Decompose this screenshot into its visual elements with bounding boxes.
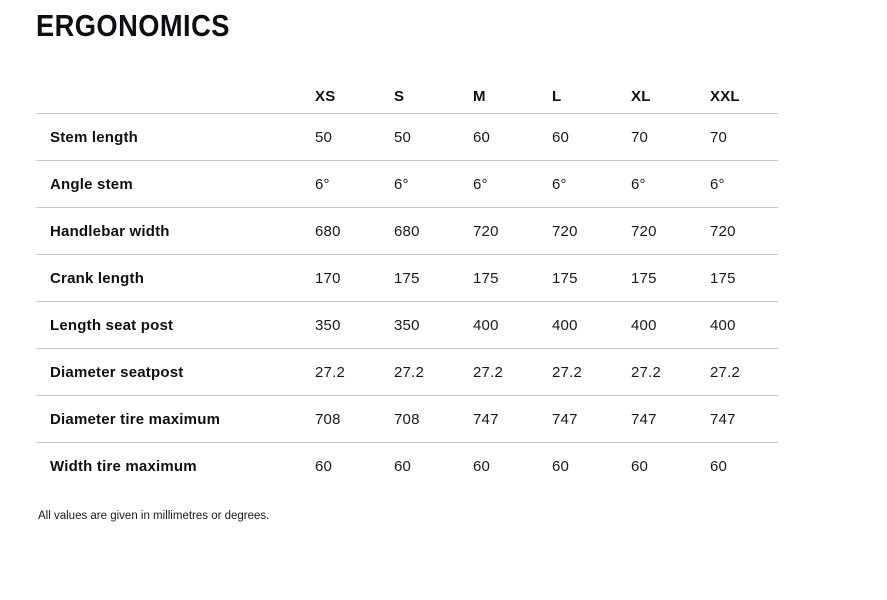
cell-value: 60 [552,457,570,475]
table-row-handlebar-width: Handlebar width 680 680 720 720 720 720 [36,207,778,254]
row-label: Length seat post [50,316,174,334]
row-label: Crank length [50,269,145,287]
cell-value: 6° [315,175,330,193]
table-header-row: XS S M L XL XXL [36,79,778,113]
row-label: Diameter tire maximum [50,410,221,428]
cell-value: 400 [631,316,657,334]
cell-value: 747 [710,410,736,428]
cell-value: 708 [394,410,420,428]
cell-value: 175 [473,269,499,287]
cell-value: 50 [394,128,412,146]
cell-value: 747 [552,410,578,428]
row-label: Angle stem [50,175,133,193]
cell-value: 27.2 [710,363,740,381]
cell-value: 27.2 [552,363,582,381]
cell-value: 70 [710,128,728,146]
cell-value: 747 [631,410,657,428]
row-label: Stem length [50,128,139,146]
cell-value: 720 [473,222,499,240]
cell-value: 350 [315,316,341,334]
cell-value: 6° [710,175,725,193]
cell-value: 720 [631,222,657,240]
cell-value: 60 [473,128,491,146]
cell-value: 60 [552,128,570,146]
cell-value: 400 [710,316,736,334]
cell-value: 27.2 [315,363,345,381]
cell-value: 400 [552,316,578,334]
cell-value: 720 [552,222,578,240]
cell-value: 70 [631,128,649,146]
cell-value: 6° [631,175,646,193]
cell-value: 680 [315,222,341,240]
table-row-width-tire-maximum: Width tire maximum 60 60 60 60 60 60 [36,442,778,489]
cell-value: 175 [631,269,657,287]
cell-value: 60 [631,457,649,475]
cell-value: 60 [394,457,412,475]
row-label: Diameter seatpost [50,363,184,381]
column-header-xxl: XXL [710,87,740,105]
cell-value: 747 [473,410,499,428]
row-label: Width tire maximum [50,457,197,475]
cell-value: 27.2 [473,363,503,381]
cell-value: 50 [315,128,333,146]
table-row-stem-length: Stem length 50 50 60 60 70 70 [36,113,778,160]
column-header-l: L [552,87,562,105]
cell-value: 175 [394,269,420,287]
table-row-angle-stem: Angle stem 6° 6° 6° 6° 6° 6° [36,160,778,207]
cell-value: 60 [473,457,491,475]
cell-value: 175 [710,269,736,287]
cell-value: 60 [710,457,728,475]
cell-value: 6° [552,175,567,193]
cell-value: 680 [394,222,420,240]
cell-value: 6° [473,175,488,193]
cell-value: 27.2 [631,363,661,381]
table-row-crank-length: Crank length 170 175 175 175 175 175 [36,254,778,301]
column-header-xl: XL [631,87,651,105]
cell-value: 6° [394,175,409,193]
cell-value: 175 [552,269,578,287]
column-header-s: S [394,87,405,105]
cell-value: 400 [473,316,499,334]
column-header-m: M [473,87,486,105]
footnote: All values are given in millimetres or d… [38,510,270,522]
row-label: Handlebar width [50,222,170,240]
cell-value: 27.2 [394,363,424,381]
column-header-xs: XS [315,87,336,105]
cell-value: 350 [394,316,420,334]
cell-value: 60 [315,457,333,475]
cell-value: 708 [315,410,341,428]
table-row-diameter-tire-maximum: Diameter tire maximum 708 708 747 747 74… [36,395,778,442]
cell-value: 170 [315,269,341,287]
page-title: ERGONOMICS [36,8,230,43]
ergonomics-table: XS S M L XL XXL Stem length 50 50 60 60 … [36,79,778,489]
cell-value: 720 [710,222,736,240]
table-row-length-seat-post: Length seat post 350 350 400 400 400 400 [36,301,778,348]
table-row-diameter-seatpost: Diameter seatpost 27.2 27.2 27.2 27.2 27… [36,348,778,395]
